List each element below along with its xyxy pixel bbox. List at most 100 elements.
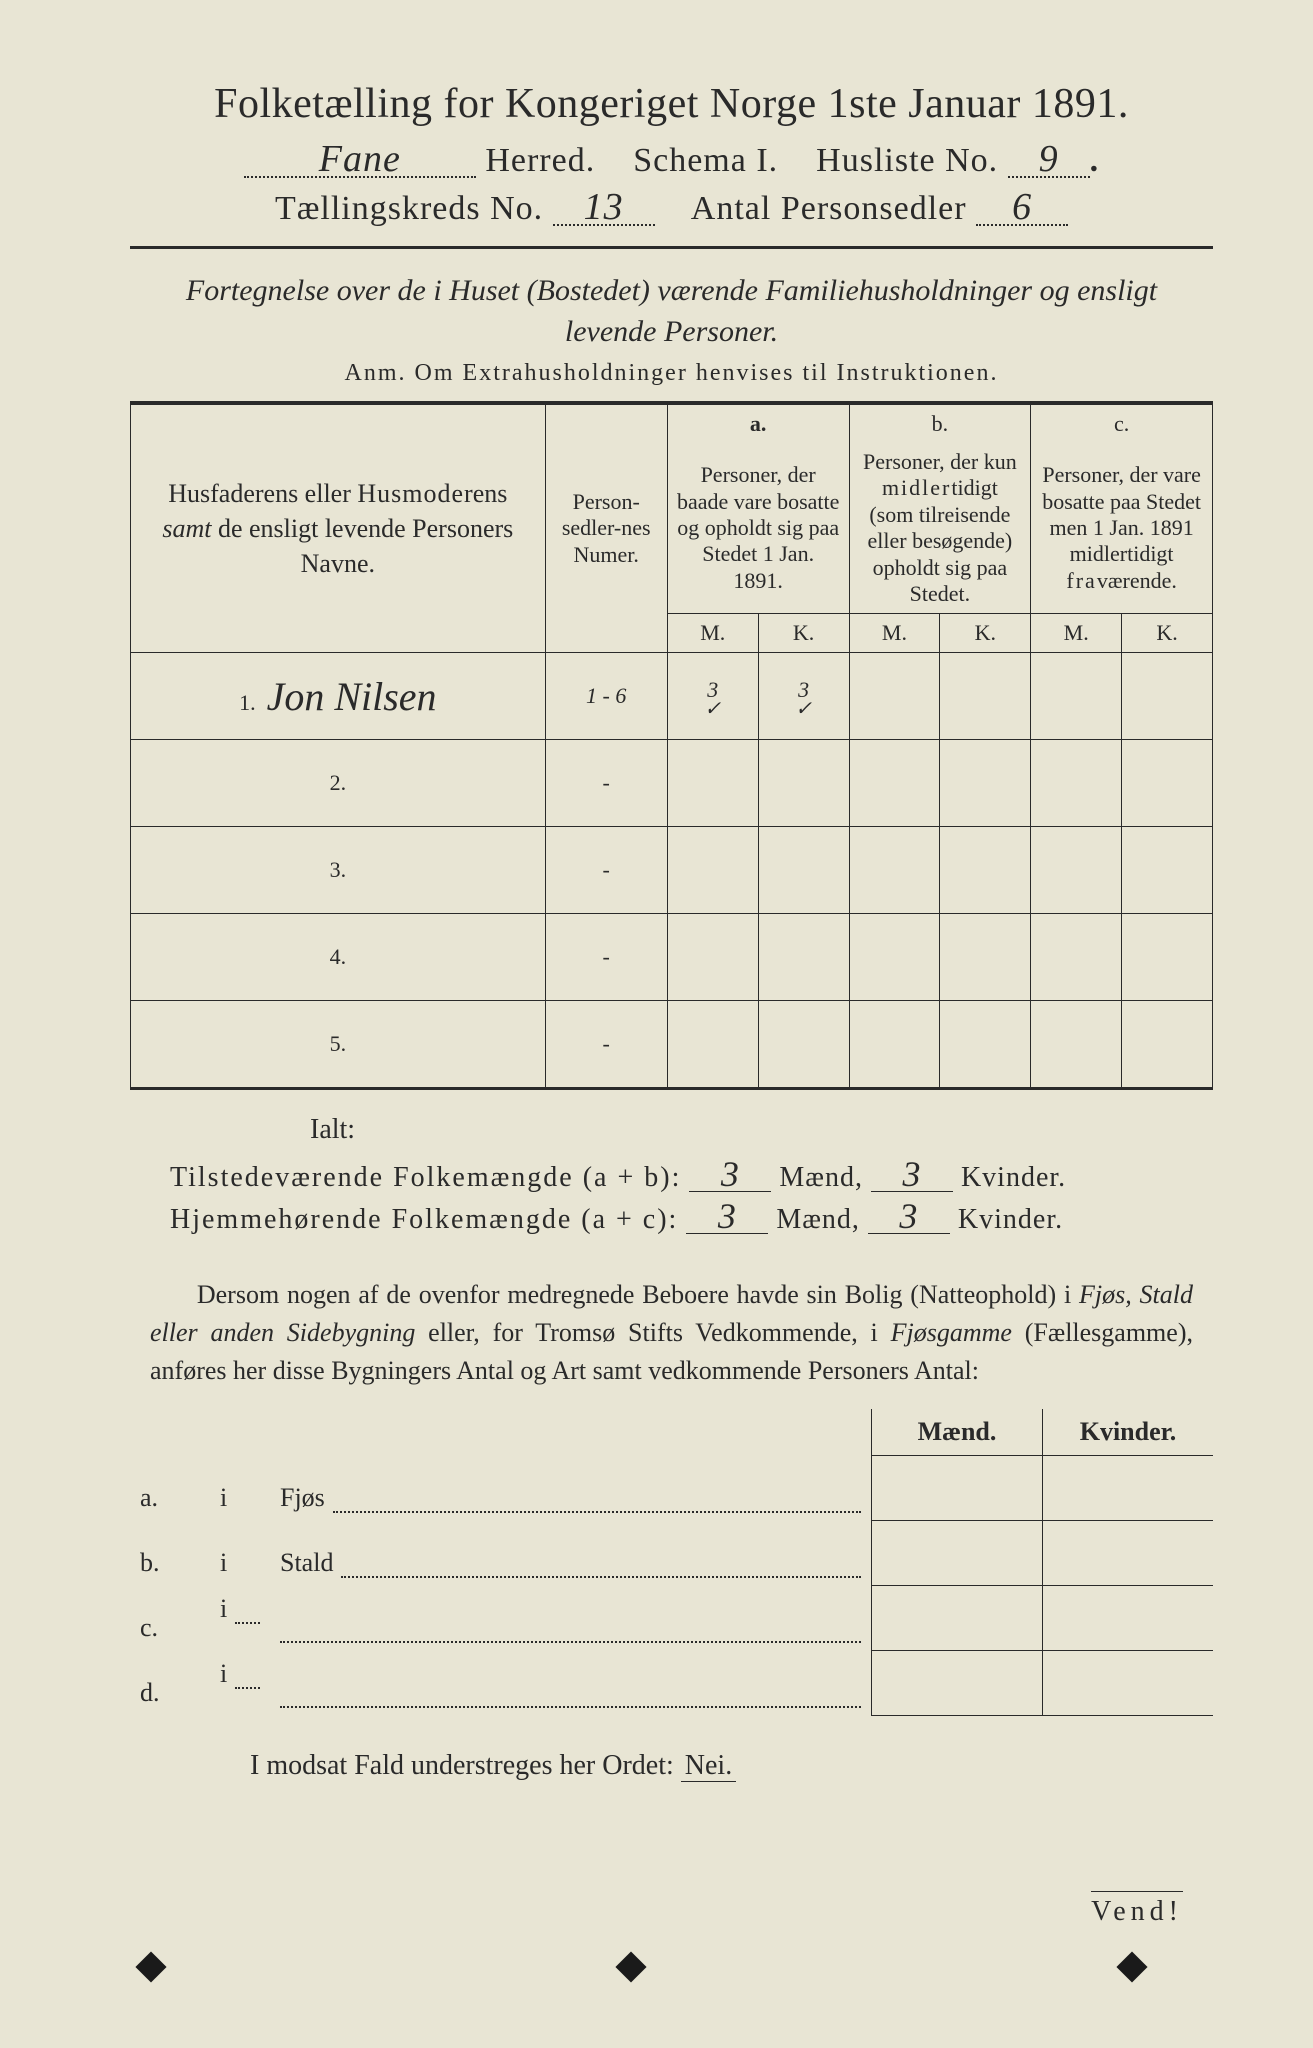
col-a-text: Personer, der baade vare bosatte og opho… [667,443,849,614]
row-b-k [940,914,1031,1001]
row-b-m [849,914,940,1001]
vend-label: Vend! [1091,1891,1183,1928]
col-b-m: M. [849,614,940,653]
row-a-m [667,914,758,1001]
row-c-m [1031,827,1122,914]
page-title: Folketælling for Kongeriget Norge 1ste J… [130,80,1213,128]
row-c-m [1031,740,1122,827]
tilstede-k: 3 [871,1158,953,1191]
hjemme-label: Hjemmehørende Folkemængde (a + c): [170,1204,678,1235]
punch-hole-icon [135,1951,166,1982]
table-row: 5. - [131,1001,1213,1089]
bt-t: Stald [270,1521,872,1586]
bt-t: Fjøs [270,1456,872,1521]
bt-k [1043,1521,1214,1586]
bottom-table: Mænd. Kvinder. a. i Fjøs b. i Stald c. i… [130,1409,1213,1716]
bt-a: d. [130,1651,210,1716]
row-name: 4. [131,914,546,1001]
herred-label: Herred. [485,142,595,179]
row-a-m [667,827,758,914]
row-a-k: 3✓ [758,653,849,740]
col-b-text: Personer, der kun midlertidigt (som tilr… [849,443,1031,614]
bt-m [872,1521,1043,1586]
antal-label: Antal Personsedler [691,190,967,227]
subtitle: Fortegnelse over de i Huset (Bostedet) v… [130,271,1213,352]
kreds-label: Tællingskreds No. [275,190,543,227]
row-c-k [1122,827,1213,914]
row-c-m [1031,653,1122,740]
hjemme-m: 3 [686,1200,768,1233]
hjemme-line: Hjemmehørende Folkemængde (a + c): 3 Mæn… [170,1200,1213,1236]
kvinder-label2: Kvinder. [958,1204,1063,1235]
nei-word: Nei. [681,1750,736,1782]
bt-i: i [210,1456,270,1521]
table-row: 4. - [131,914,1213,1001]
bt-a: a. [130,1456,210,1521]
tilstede-label: Tilstedeværende Folkemængde (a + b): [170,1162,681,1193]
bt-kvinder: Kvinder. [1043,1409,1214,1456]
bt-k [1043,1456,1214,1521]
hjemme-k: 3 [868,1200,950,1233]
col-a-label: a. [667,403,849,443]
row-c-k [1122,740,1213,827]
row-b-m [849,1001,940,1089]
col-c-m: M. [1031,614,1122,653]
bt-t [270,1651,872,1716]
row-name: 2. [131,740,546,827]
col-c-label: c. [1031,403,1213,443]
row-c-k [1122,653,1213,740]
row-b-k [940,740,1031,827]
bottom-row: d. i [130,1651,1213,1716]
bottom-row: b. i Stald [130,1521,1213,1586]
maend-label: Mænd, [779,1162,863,1193]
row-c-k [1122,914,1213,1001]
row-a-k [758,827,849,914]
row-name: 5. [131,1001,546,1089]
row-numer: - [545,914,667,1001]
ialt-label: Ialt: [310,1114,1213,1146]
bottom-row: a. i Fjøs [130,1456,1213,1521]
row-c-m [1031,1001,1122,1089]
row-b-m [849,740,940,827]
header-line-2: Tællingskreds No. 13 Antal Personsedler … [130,190,1213,228]
row-numer: - [545,827,667,914]
col-a-m: M. [667,614,758,653]
row-numer: - [545,1001,667,1089]
anm-note: Anm. Om Extrahusholdninger henvises til … [130,360,1213,387]
col-numer: Person-sedler-nes Numer. [545,403,667,653]
bt-i: i [210,1521,270,1586]
husliste-label: Husliste No. [816,142,998,179]
husliste-value: 9 [1008,142,1090,178]
punch-hole-icon [1116,1951,1147,1982]
bt-a: c. [130,1586,210,1651]
row-b-k [940,1001,1031,1089]
col-name: Husfaderens eller Husmoderens samt de en… [131,403,546,653]
bt-k [1043,1586,1214,1651]
nei-text: I modsat Fald understreges her Ordet: [250,1750,674,1781]
bt-m [872,1651,1043,1716]
nei-line: I modsat Fald understreges her Ordet: Ne… [250,1750,1213,1782]
row-a-m [667,1001,758,1089]
bt-i: i [210,1651,270,1697]
census-table: Husfaderens eller Husmoderens samt de en… [130,401,1213,1090]
row-b-k [940,827,1031,914]
row-b-m [849,653,940,740]
subtitle-line1: Fortegnelse over de i Huset (Bostedet) v… [186,274,1157,307]
bt-k [1043,1651,1214,1716]
table-row: 1. Jon Nilsen 1 - 6 3✓ 3✓ [131,653,1213,740]
row-a-m [667,740,758,827]
bt-t [270,1586,872,1651]
punch-hole-icon [615,1951,646,1982]
antal-value: 6 [976,190,1068,226]
row-c-k [1122,1001,1213,1089]
row-numer: - [545,740,667,827]
subtitle-line2: levende Personer. [565,315,778,348]
table-row: 2. - [131,740,1213,827]
row-b-m [849,827,940,914]
row-a-m: 3✓ [667,653,758,740]
schema-label: Schema I. [633,142,778,179]
col-b-k: K. [940,614,1031,653]
bt-m [872,1456,1043,1521]
row-c-m [1031,914,1122,1001]
bt-m [872,1586,1043,1651]
